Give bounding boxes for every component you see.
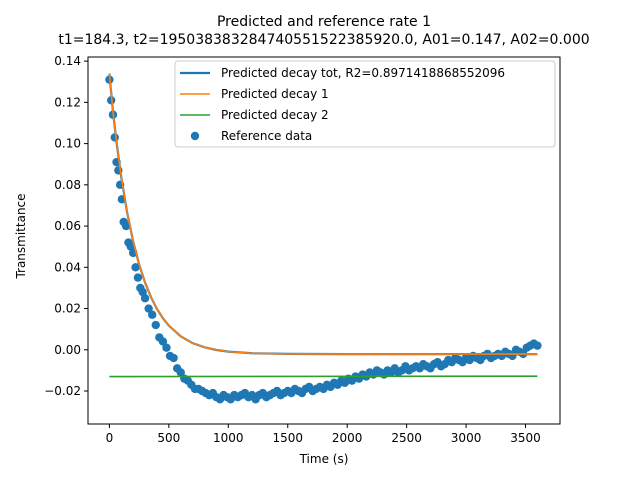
data-point	[140, 294, 150, 303]
y-tick-label: 0.06	[54, 219, 81, 233]
data-point	[169, 353, 178, 363]
legend-label: Predicted decay 2	[221, 108, 329, 122]
legend-marker	[190, 131, 200, 141]
x-tick-label: 1500	[272, 431, 303, 445]
y-tick-label: 0.00	[54, 343, 81, 357]
data-point	[144, 304, 153, 313]
chart-subtitle: t1=184.3, t2=195038383284740551522385920…	[58, 32, 589, 48]
x-tick-label: 500	[157, 431, 180, 445]
x-tick-label: 0	[106, 431, 114, 445]
data-point	[121, 221, 131, 231]
plot-frame	[87, 56, 561, 425]
data-point	[162, 343, 171, 352]
y-axis: −0.02 0.00 0.02 0.04 0.06 0.08 0.10 0.12 0.14	[44, 54, 88, 398]
data-point	[148, 310, 157, 319]
y-tick-label: 0.08	[54, 178, 81, 192]
data-point	[131, 263, 140, 272]
y-tick-label: 0.14	[54, 54, 81, 68]
data-point	[151, 320, 160, 330]
y-tick-label: 0.10	[54, 137, 81, 151]
y-tick-label: 0.12	[54, 95, 81, 109]
legend-label: Predicted decay 1	[221, 87, 329, 101]
x-tick-label: 3000	[451, 431, 482, 445]
data-point	[533, 341, 542, 350]
x-tick-label: 3500	[510, 431, 541, 445]
x-tick-label: 2500	[391, 431, 422, 445]
legend-box	[174, 60, 556, 148]
x-tick-label: 2000	[332, 431, 363, 445]
legend-label: Reference data	[221, 129, 312, 143]
y-tick-label: 0.04	[54, 260, 81, 274]
y-tick-label: −0.02	[44, 384, 81, 398]
x-axis: 0 500 1000 1500 2000 2500 3000 3500	[106, 424, 541, 445]
legend-label: Predicted decay tot, R2=0.89714188685520…	[221, 66, 505, 80]
plot-area	[87, 56, 561, 425]
data-point	[158, 337, 168, 346]
data-point	[176, 368, 185, 377]
series-3-points	[105, 75, 542, 404]
y-axis-label: Transmittance	[14, 193, 28, 279]
data-point	[133, 273, 143, 282]
legend: Predicted decay tot, R2=0.89714188685520…	[174, 60, 556, 148]
x-axis-label: Time (s)	[299, 452, 349, 466]
chart-title: Predicted and reference rate 1	[217, 14, 431, 30]
x-tick-label: 1000	[213, 431, 244, 445]
y-tick-label: 0.02	[54, 302, 81, 316]
series-1-line	[108, 73, 538, 355]
